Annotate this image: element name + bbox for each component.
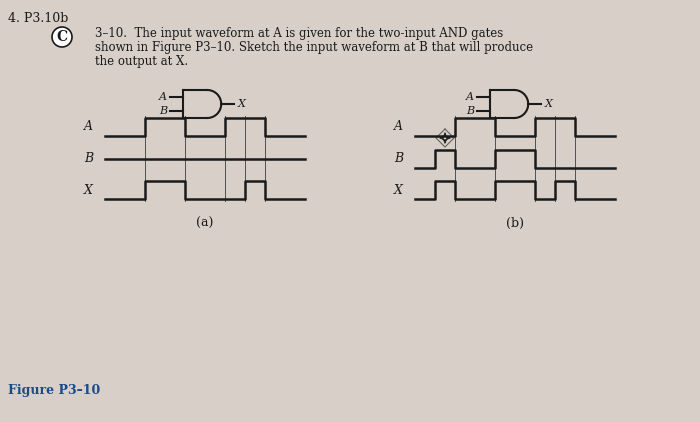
Text: C: C [57, 30, 68, 44]
Text: Figure P3–10: Figure P3–10 [8, 384, 100, 397]
Text: (a): (a) [196, 217, 214, 230]
Text: A: A [84, 121, 93, 133]
Text: A: A [394, 121, 403, 133]
Text: (b): (b) [506, 217, 524, 230]
Text: A: A [466, 92, 474, 102]
Text: X: X [394, 184, 403, 197]
Text: X: X [237, 99, 245, 109]
Text: 3–10.  The input waveform at A is given for the two-input AND gates: 3–10. The input waveform at A is given f… [95, 27, 503, 40]
Text: A: A [159, 92, 167, 102]
Text: X: X [545, 99, 552, 109]
Text: the output at X.: the output at X. [95, 55, 188, 68]
Text: shown in Figure P3–10. Sketch the input waveform at B that will produce: shown in Figure P3–10. Sketch the input … [95, 41, 533, 54]
Text: 4. P3.10b: 4. P3.10b [8, 12, 69, 25]
Text: X: X [84, 184, 93, 197]
Text: B: B [159, 106, 167, 116]
Text: B: B [466, 106, 474, 116]
Text: B: B [84, 152, 93, 165]
Circle shape [52, 27, 72, 47]
Text: B: B [394, 152, 403, 165]
